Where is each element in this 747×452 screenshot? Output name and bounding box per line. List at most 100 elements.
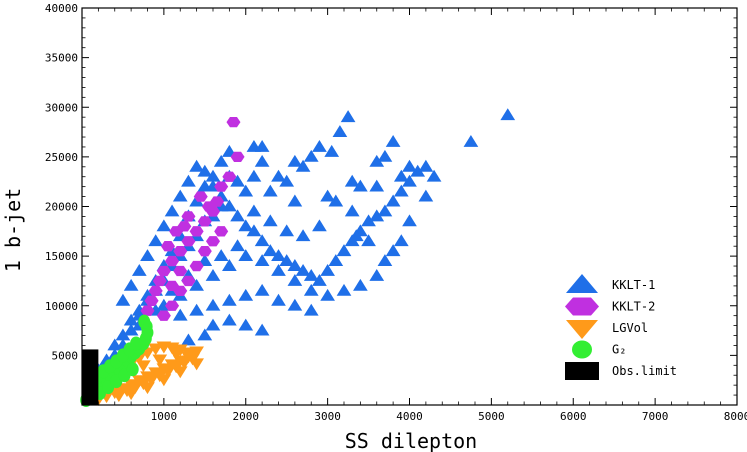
data-point (271, 293, 286, 306)
data-point (181, 347, 196, 360)
data-point (205, 169, 221, 182)
legend-swatch-hexagon (565, 297, 599, 316)
legend-label: KKLT-2 (612, 300, 655, 314)
data-point (123, 323, 139, 336)
data-point (369, 209, 385, 222)
data-point (418, 189, 434, 202)
x-tick-label: 6000 (560, 410, 587, 423)
data-point (130, 336, 142, 351)
data-point (226, 116, 241, 128)
data-point (312, 219, 327, 232)
data-point (115, 328, 131, 341)
data-point (312, 273, 327, 286)
data-point (189, 226, 204, 237)
data-point (463, 134, 479, 147)
data-point (173, 265, 188, 277)
data-point (393, 169, 409, 182)
data-point (303, 283, 319, 296)
data-point (193, 191, 208, 202)
data-point (320, 288, 335, 301)
data-point (197, 164, 213, 177)
data-point (254, 154, 270, 167)
data-point (165, 300, 180, 311)
data-point (303, 149, 319, 162)
data-point (254, 283, 270, 296)
data-point (189, 303, 204, 316)
data-point (230, 239, 245, 252)
data-point (377, 204, 393, 217)
data-point (271, 169, 286, 182)
data-point (164, 204, 180, 217)
data-point (393, 234, 409, 247)
x-tick-label: 5000 (478, 410, 505, 423)
data-point (238, 184, 254, 197)
data-point (295, 264, 311, 276)
data-point (336, 244, 352, 257)
data-point (222, 171, 237, 182)
data-point (152, 275, 167, 287)
data-point (189, 260, 204, 272)
legend: KKLT-1 KKLT-2 LGVol G₂ Obs.limit (565, 274, 677, 380)
data-point (160, 241, 175, 252)
legend-item: LGVol (566, 320, 648, 339)
data-point (156, 310, 171, 321)
data-point (127, 382, 143, 395)
data-point (385, 134, 401, 147)
x-tick-label: 7000 (642, 410, 669, 423)
data-point (361, 234, 376, 247)
data-point (418, 159, 434, 172)
data-point (189, 278, 204, 291)
data-point (230, 209, 245, 222)
legend-item: KKLT-1 (566, 274, 655, 293)
legend-swatch-triangle-down (566, 320, 598, 339)
data-point (140, 249, 155, 262)
data-point (377, 254, 393, 266)
data-point (287, 273, 303, 286)
data-point (271, 264, 286, 276)
data-point (115, 293, 131, 306)
data-point (123, 388, 139, 401)
data-point (230, 151, 245, 163)
data-point (262, 214, 278, 227)
data-point (205, 318, 221, 331)
data-point (172, 189, 188, 202)
data-point (222, 259, 237, 271)
data-point (156, 219, 172, 232)
series-g- (80, 314, 154, 408)
x-tick-label: 4000 (396, 410, 423, 423)
data-point (377, 149, 393, 162)
data-point (246, 169, 262, 182)
data-point (287, 194, 303, 207)
data-point (197, 328, 213, 341)
data-point (320, 189, 335, 202)
data-point (393, 184, 409, 197)
data-point (111, 390, 127, 403)
data-point (332, 125, 348, 137)
data-point (144, 295, 159, 306)
y-tick-label: 40000 (45, 2, 78, 15)
data-point (287, 298, 303, 311)
series-kklt-2 (140, 116, 245, 321)
data-point (172, 308, 188, 321)
data-point (369, 179, 385, 192)
data-point (160, 366, 176, 379)
data-point (369, 154, 385, 167)
data-point (254, 254, 270, 266)
data-point (205, 268, 221, 281)
obs-limit-block (82, 349, 99, 405)
data-point (324, 144, 340, 157)
data-point (189, 159, 204, 172)
data-point (254, 234, 270, 247)
data-point (140, 382, 155, 395)
legend-label: KKLT-1 (612, 278, 655, 292)
legend-item: KKLT-2 (565, 297, 655, 316)
y-tick-label: 25000 (45, 151, 78, 164)
data-point (181, 211, 196, 222)
legend-swatch-triangle-up (566, 274, 598, 293)
data-point (303, 303, 319, 316)
data-point (181, 275, 196, 287)
data-point (152, 354, 168, 367)
data-point (238, 219, 254, 232)
data-point (385, 244, 401, 257)
